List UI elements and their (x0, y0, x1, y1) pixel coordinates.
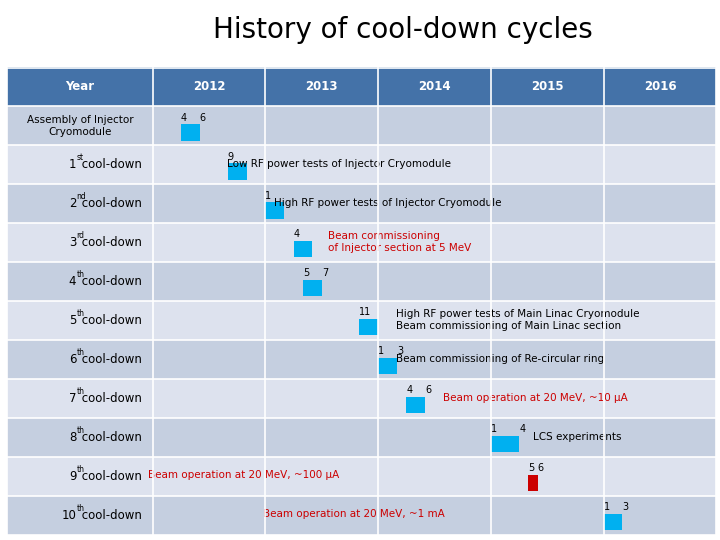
Bar (266, 202, 284, 219)
Text: cool-down: cool-down (78, 470, 142, 483)
Text: 5: 5 (528, 463, 535, 473)
Text: Beam operation at 20 MeV, ~10 μA: Beam operation at 20 MeV, ~10 μA (443, 393, 628, 403)
Text: th: th (76, 387, 84, 396)
Bar (7, 340, 716, 379)
Bar (294, 241, 312, 258)
Text: 3: 3 (622, 502, 629, 512)
Text: 2012: 2012 (193, 80, 225, 93)
Bar (406, 397, 425, 413)
Text: cool-down: cool-down (78, 353, 142, 366)
Text: 9: 9 (69, 470, 76, 483)
Bar (7, 457, 716, 496)
Text: 1: 1 (266, 191, 271, 200)
Text: 6: 6 (69, 353, 76, 366)
Text: 11: 11 (359, 307, 372, 318)
Text: Beam commissioning
of Injector section at 5 MeV: Beam commissioning of Injector section a… (328, 231, 471, 253)
Text: 4: 4 (69, 275, 76, 288)
Text: 3: 3 (397, 346, 403, 356)
Bar (491, 436, 519, 452)
Text: th: th (76, 270, 84, 279)
Bar (7, 68, 153, 106)
Text: LCS experiments: LCS experiments (533, 431, 621, 442)
Bar (7, 106, 716, 145)
Text: cool-down: cool-down (78, 197, 142, 210)
Text: 4: 4 (294, 230, 300, 239)
Bar (7, 496, 716, 535)
Text: 6: 6 (538, 463, 544, 473)
Text: cool-down: cool-down (78, 509, 142, 522)
Text: High RF power tests of Injector Cryomodule: High RF power tests of Injector Cryomodu… (274, 198, 501, 208)
Bar (7, 418, 716, 457)
Text: th: th (76, 348, 84, 357)
Text: 10: 10 (61, 509, 76, 522)
Text: 9: 9 (228, 152, 234, 161)
Text: rd: rd (76, 231, 84, 240)
Text: cool-down: cool-down (78, 275, 142, 288)
Text: cool-down: cool-down (78, 236, 142, 249)
Text: cool-down: cool-down (78, 392, 142, 405)
Text: 2016: 2016 (644, 80, 676, 93)
Text: th: th (76, 504, 84, 512)
Text: 5: 5 (69, 314, 76, 327)
Text: 2015: 2015 (531, 80, 564, 93)
Text: 2013: 2013 (305, 80, 338, 93)
Text: Beam commissioning of Re-circular ring: Beam commissioning of Re-circular ring (396, 354, 604, 363)
Text: 5: 5 (303, 268, 309, 279)
Text: cool-down: cool-down (78, 158, 142, 171)
Bar (603, 514, 622, 530)
Text: th: th (76, 465, 84, 474)
Bar (7, 145, 716, 184)
Text: 1: 1 (603, 502, 610, 512)
Text: High RF power tests of Main Linac Cryomodule
Beam commissioning of Main Linac se: High RF power tests of Main Linac Cryomo… (396, 309, 639, 330)
Bar (378, 68, 491, 106)
Text: 6: 6 (425, 385, 431, 395)
Bar (7, 184, 716, 223)
Bar (153, 68, 266, 106)
Text: Beam operation at 20 MeV, ~100 μA: Beam operation at 20 MeV, ~100 μA (148, 470, 339, 481)
Text: 7: 7 (69, 392, 76, 405)
Text: 1: 1 (69, 158, 76, 171)
Text: Assembly of Injector
Cryomodule: Assembly of Injector Cryomodule (27, 115, 133, 137)
Text: 6: 6 (199, 113, 206, 123)
Bar (7, 379, 716, 418)
Bar (7, 301, 716, 340)
Bar (359, 319, 378, 335)
Text: 2: 2 (69, 197, 76, 210)
Bar (266, 68, 378, 106)
Text: 3: 3 (69, 236, 76, 249)
Bar (528, 475, 538, 491)
Text: 2014: 2014 (418, 80, 451, 93)
Bar (303, 280, 322, 296)
Bar (7, 223, 716, 262)
Text: cool-down: cool-down (78, 314, 142, 327)
Bar (603, 68, 716, 106)
Text: 8: 8 (69, 431, 76, 444)
Text: Year: Year (66, 80, 94, 93)
Text: Beam operation at 20 MeV, ~1 mA: Beam operation at 20 MeV, ~1 mA (263, 509, 444, 519)
Text: th: th (76, 426, 84, 435)
Bar (378, 358, 397, 374)
Bar (7, 262, 716, 301)
Text: cool-down: cool-down (78, 431, 142, 444)
Text: 4: 4 (181, 113, 187, 123)
Bar (181, 124, 199, 141)
Text: 1: 1 (378, 346, 384, 356)
Text: Low RF power tests of Injector Cryomodule: Low RF power tests of Injector Cryomodul… (227, 159, 451, 169)
Text: 4: 4 (406, 385, 413, 395)
Text: nd: nd (76, 192, 86, 201)
Text: 7: 7 (322, 268, 328, 279)
Text: History of cool-down cycles: History of cool-down cycles (213, 16, 593, 44)
Text: 4: 4 (519, 424, 525, 434)
Bar (228, 163, 246, 180)
Text: 1: 1 (491, 424, 497, 434)
Text: th: th (76, 309, 84, 318)
Text: st: st (76, 153, 84, 163)
Bar (491, 68, 603, 106)
